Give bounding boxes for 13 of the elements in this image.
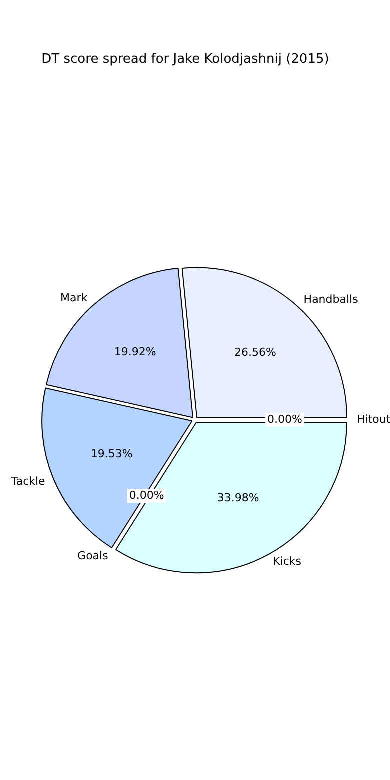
text: 0.00% (129, 488, 164, 502)
category-label: Goals (78, 550, 108, 563)
data-label: 26.56% (234, 346, 276, 360)
text: 0.00% (268, 412, 302, 426)
slice-label: Tackle (10, 474, 46, 488)
slice-label: Kicks (273, 554, 302, 568)
slice-label: Mark (60, 292, 88, 304)
data-label: 19.53% (90, 447, 133, 460)
data-label: 19.92% (114, 345, 156, 358)
data-label: 33.98% (217, 492, 260, 505)
category-label: Hitout (357, 412, 390, 426)
slice-label: Handballs (304, 292, 359, 306)
chart-title: DT score spread for Jake Kolodjashnij (2015) (42, 52, 330, 68)
